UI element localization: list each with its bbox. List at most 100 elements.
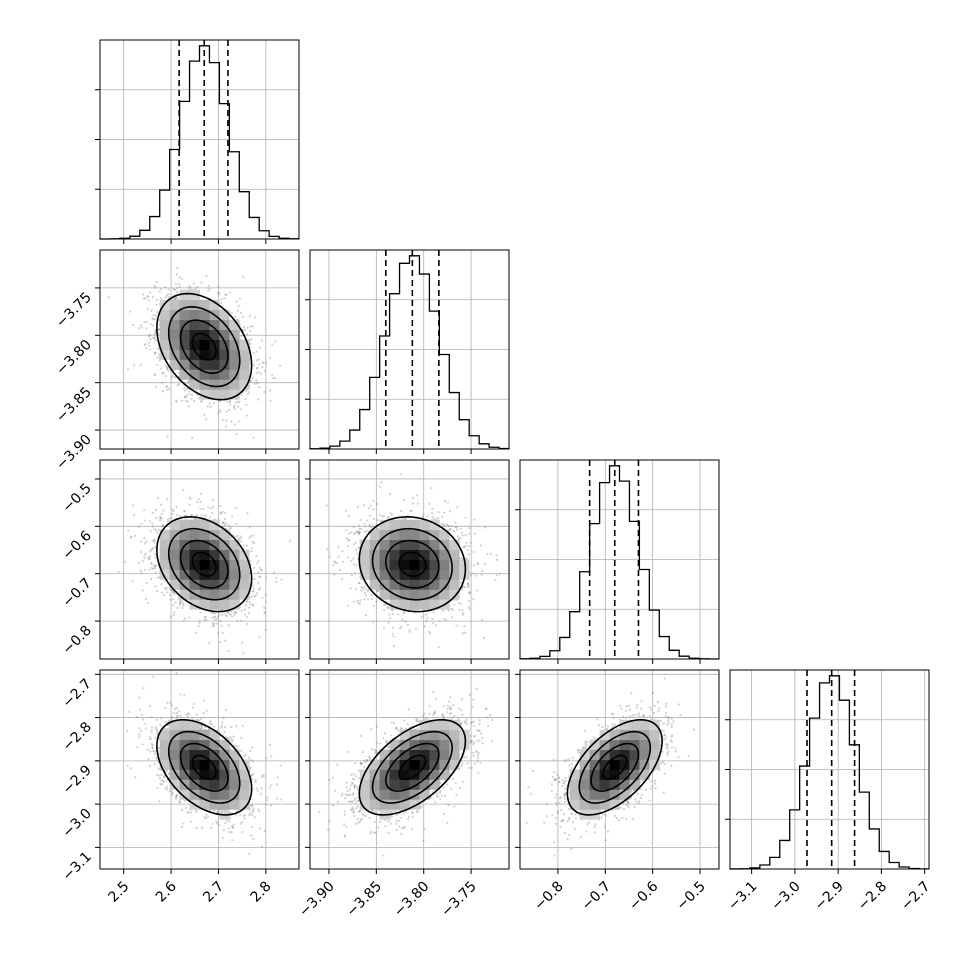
density-bin [219,529,230,540]
sample-point [176,606,179,609]
sample-point [211,511,214,515]
sample-point [437,511,440,514]
sample-point [155,508,158,512]
sample-point [233,407,236,411]
sample-point [155,310,159,314]
sample-point [251,604,255,607]
density-bin [199,519,210,531]
sample-point [207,289,210,292]
sample-point [274,340,277,343]
sample-point [252,436,255,439]
sample-point [233,315,236,319]
sample-point [245,414,249,417]
sample-point [151,317,154,320]
sample-point [176,290,179,294]
sample-point [273,571,276,574]
sample-point [223,639,227,642]
sample-point [247,391,251,394]
sample-point [259,372,262,375]
density-bin [209,549,220,560]
sample-point [161,371,164,375]
sample-point [155,303,158,306]
sample-point [147,556,150,559]
sample-point [164,296,167,299]
sample-point [193,517,197,520]
sample-point [221,631,224,634]
sample-point [177,597,180,600]
sample-point [190,397,193,401]
sample-point [137,561,140,565]
sample-point [217,412,220,415]
sample-point [183,395,186,399]
sample-point [252,534,255,537]
sample-point [144,598,148,601]
sample-point [176,384,179,387]
sample-point [187,380,190,383]
density-bin [209,389,220,400]
sample-point [244,603,247,606]
sample-point [464,557,467,560]
sample-point [272,377,275,380]
sample-point [441,515,444,518]
sample-point [141,589,144,592]
sample-point [269,399,272,402]
sample-point [188,285,191,288]
sample-point [209,405,212,408]
sample-point [224,517,227,521]
sample-point [256,562,259,565]
sample-point [467,584,470,588]
sample-point [163,586,166,589]
sample-point [234,535,237,538]
density-bin [189,369,200,380]
sample-point [153,564,156,568]
sample-point [177,383,181,386]
sample-point [208,402,211,405]
sample-point [175,273,179,276]
sample-point [244,613,247,616]
sample-point [263,611,266,614]
sample-point [165,385,168,388]
sample-point [167,366,170,369]
sample-point [255,371,258,375]
density-bin [209,599,220,610]
sample-point [154,318,157,321]
sample-point [224,614,227,617]
sample-point [254,594,258,597]
sample-point [213,612,216,615]
contour-level-1 [179,319,229,374]
sample-point [434,624,438,627]
sample-point [240,609,243,612]
sample-point [252,364,255,367]
sample-point [250,534,253,538]
sample-point [153,337,156,340]
sample-point [468,532,471,536]
sample-point [399,509,403,513]
sample-point [466,582,469,585]
sample-point [258,386,261,389]
sample-point [219,410,222,413]
scatter-panel-1-0: −3.90−3.85−3.80−3.75 [53,249,300,473]
density-bin [219,579,230,590]
sample-point [143,554,146,557]
density-bin [179,529,190,540]
sample-point [178,599,181,602]
sample-point [255,381,258,384]
sample-point [126,368,130,371]
sample-point [154,585,157,588]
sample-point [167,518,170,521]
density-bin [179,549,190,560]
sample-point [263,606,266,609]
sample-point [150,578,153,581]
sample-point [223,612,226,615]
sample-point [264,600,267,603]
sample-point [227,524,230,527]
sample-point [194,631,197,635]
density-bin [219,389,230,400]
density-bin [199,589,210,600]
sample-point [253,382,256,386]
sample-point [169,598,172,601]
scatter-panel-2-1 [305,459,510,664]
contour-level-2 [167,527,241,601]
sample-point [328,555,331,558]
density-bin [189,349,200,360]
